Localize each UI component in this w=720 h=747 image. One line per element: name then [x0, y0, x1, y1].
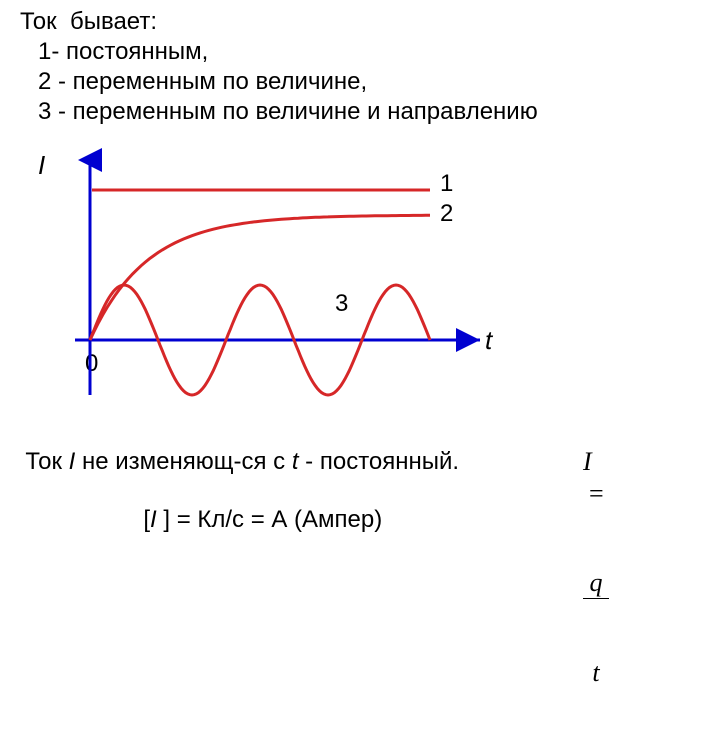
unit-line: [I ] = Кл/с = А (Ампер) [130, 478, 382, 534]
unit-open: [ [143, 506, 150, 533]
bottom-sentence: Ток I не изменяющ-ся с t - постоянный. [12, 420, 459, 476]
formula-num: q [583, 569, 609, 599]
bottom-t: t [292, 448, 299, 475]
unit-rest: ] = Кл/с = А (Ампер) [157, 506, 383, 533]
formula: I = q t [570, 415, 610, 747]
formula-lhs: I [583, 447, 592, 476]
bottom-middle: не изменяющ-ся с [75, 448, 292, 475]
formula-eq: = [589, 479, 604, 508]
curve-2 [90, 215, 430, 340]
formula-fraction: q t [583, 509, 609, 747]
bottom-prefix: Ток [25, 448, 68, 475]
bottom-suffix: - постоянный. [299, 448, 460, 475]
unit-I: I [150, 506, 157, 533]
formula-den: t [583, 659, 609, 688]
